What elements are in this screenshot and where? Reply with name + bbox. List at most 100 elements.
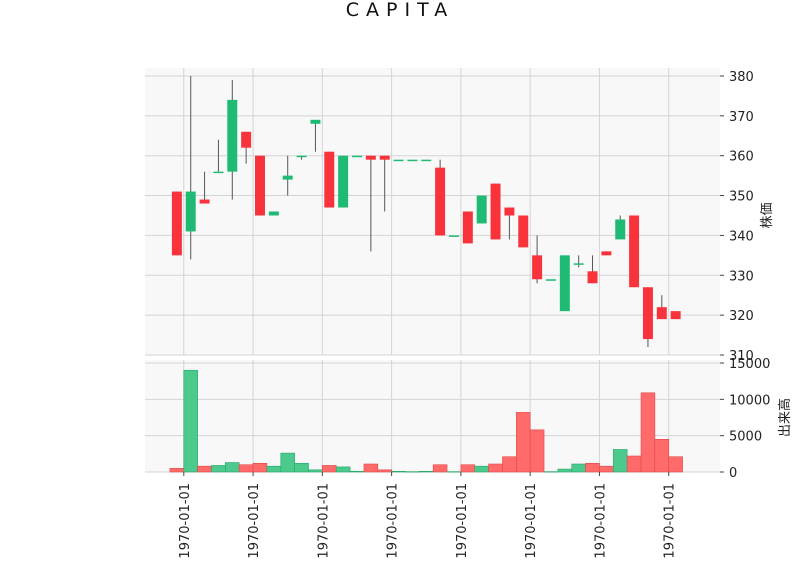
candle [379, 155, 390, 212]
candle [296, 155, 307, 160]
volume-bar [238, 464, 254, 473]
candle [268, 211, 279, 216]
candle [518, 215, 529, 248]
candle-body [462, 211, 473, 244]
candle-body [532, 255, 543, 280]
candle [559, 255, 570, 312]
volume-bar [197, 465, 212, 473]
candle-body [601, 251, 612, 256]
candle [421, 159, 432, 162]
volume-bar [349, 470, 365, 473]
volume-bar [585, 462, 600, 473]
candle [587, 255, 598, 284]
candle [185, 75, 196, 260]
volume-bar [668, 456, 683, 473]
volume-bar [211, 465, 226, 473]
candle-body [421, 159, 432, 162]
volume-bar [405, 471, 420, 473]
candle [629, 215, 640, 288]
candle-body [642, 287, 653, 340]
candle-body [213, 171, 224, 174]
x-axis-ticks: 1970-01-01 1970-01-01 1970-01-01 1970-01-01… [178, 472, 678, 559]
candle [199, 171, 210, 204]
candle-body [504, 207, 515, 216]
candle-body [435, 167, 446, 236]
candle [601, 251, 612, 256]
candle [532, 235, 543, 284]
x-tick-label: 1970-01-01 [386, 483, 401, 559]
candle [642, 287, 653, 348]
x-tick-label: 1970-01-01 [178, 483, 193, 559]
volume-bar [640, 392, 656, 473]
candle [338, 155, 349, 208]
candle [545, 279, 556, 281]
price-tick-label: 360 [729, 150, 754, 165]
volume-bar [626, 455, 642, 473]
volume-bar [571, 463, 586, 473]
x-tick-label: 1970-01-01 [524, 483, 539, 559]
chart-title: CAPITA [346, 0, 454, 21]
candle [213, 139, 224, 174]
volume-bar [516, 412, 531, 473]
price-tick-label: 340 [729, 229, 754, 244]
candle-body [545, 279, 556, 281]
candle [393, 159, 404, 162]
candle [615, 215, 626, 240]
candle-body [365, 155, 376, 160]
candle-body [296, 155, 307, 158]
volume-tick-label: 15000 [729, 357, 770, 372]
x-tick-label: 1970-01-01 [663, 483, 678, 559]
volume-bar [460, 464, 476, 473]
candle-body [407, 159, 418, 162]
candle-body [615, 219, 626, 240]
candle-body [587, 271, 598, 284]
candle-body [185, 191, 196, 232]
x-tick-label: 1970-01-01 [247, 483, 262, 559]
candle-body [656, 307, 667, 320]
price-tick-label: 320 [729, 309, 754, 324]
candle [573, 255, 584, 268]
volume-bar [432, 464, 448, 473]
price-candles [171, 75, 681, 348]
volume-bar [502, 456, 517, 473]
candle [365, 155, 376, 252]
volume-bar [322, 465, 337, 473]
volume-tick-label: 10000 [729, 393, 770, 408]
candle-body [338, 155, 349, 208]
candle [227, 79, 238, 200]
volume-bar [169, 468, 185, 473]
price-axis-label: 株価 [760, 202, 775, 228]
candle-body [670, 311, 681, 320]
candle-body [573, 263, 584, 265]
volume-bar [252, 462, 268, 473]
price-tick-label: 330 [729, 269, 754, 284]
candle-body [448, 235, 459, 237]
candle-body [255, 155, 265, 216]
volume-bar [488, 463, 503, 473]
volume-axis-label: 出来高 [777, 398, 793, 437]
volume-bar [335, 466, 351, 473]
volume-bar [225, 462, 240, 473]
candle-body [227, 99, 238, 172]
volume-bar [308, 469, 323, 473]
candle [476, 195, 487, 224]
volume-bar [280, 452, 295, 473]
volume-bar [183, 369, 198, 473]
candle [352, 155, 362, 158]
candle [310, 119, 321, 152]
volume-bar [613, 449, 628, 473]
candle-body [379, 155, 390, 160]
price-tick-label: 370 [729, 110, 754, 125]
candle-body [324, 151, 335, 208]
candle-body [518, 215, 529, 248]
candle [670, 311, 681, 320]
candle-body [352, 155, 362, 158]
volume-tick-label: 0 [729, 466, 737, 481]
candle [462, 211, 473, 244]
x-tick-label: 1970-01-01 [316, 483, 331, 559]
candle-body [393, 159, 404, 162]
price-axis-ticks: 310 320 330 340 350 360 370 380 [720, 70, 754, 364]
candle-body [282, 175, 293, 180]
candle [324, 151, 335, 208]
